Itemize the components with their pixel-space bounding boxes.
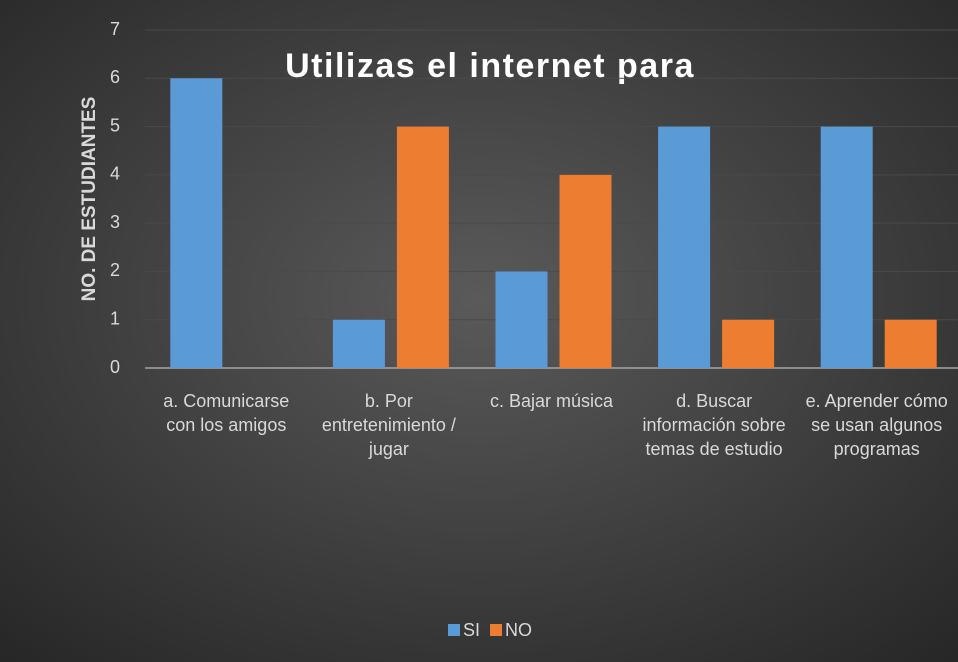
bar [820, 126, 873, 368]
bar [170, 78, 223, 369]
bar [396, 126, 449, 368]
bar [332, 319, 385, 368]
legend-label: SI [463, 620, 480, 640]
legend-swatch [448, 624, 460, 636]
chart-title: Utilizas el internet para [285, 47, 695, 85]
y-tick-label: 4 [110, 164, 120, 184]
bar [495, 271, 548, 368]
bar [884, 319, 937, 368]
bar [559, 174, 612, 368]
x-tick-label: d. Buscar información sobre temas de estud… [643, 391, 786, 459]
y-tick-label: 1 [110, 308, 120, 328]
y-tick-label: 5 [110, 115, 120, 135]
y-tick-label: 3 [110, 212, 120, 232]
legend: SI NO [448, 620, 532, 640]
legend-swatch [490, 624, 503, 636]
legend-label: NO [505, 620, 532, 640]
y-tick-label: 2 [110, 260, 120, 280]
x-tick-label: b. Por entretenimiento / jugar [322, 391, 456, 459]
y-tick-label: 6 [110, 67, 120, 87]
x-tick-label: c. Bajar música [490, 391, 614, 411]
y-tick-label: 7 [110, 19, 120, 39]
bar [722, 319, 775, 368]
y-axis-title: NO. DE ESTUDIANTES [79, 97, 100, 302]
bar [658, 126, 711, 368]
y-tick-label: 0 [110, 357, 120, 377]
x-tick-label: a. Comunicarse con los amigos [163, 391, 289, 435]
x-tick-label: e. Aprender cómo se usan algunos programas [806, 391, 948, 459]
